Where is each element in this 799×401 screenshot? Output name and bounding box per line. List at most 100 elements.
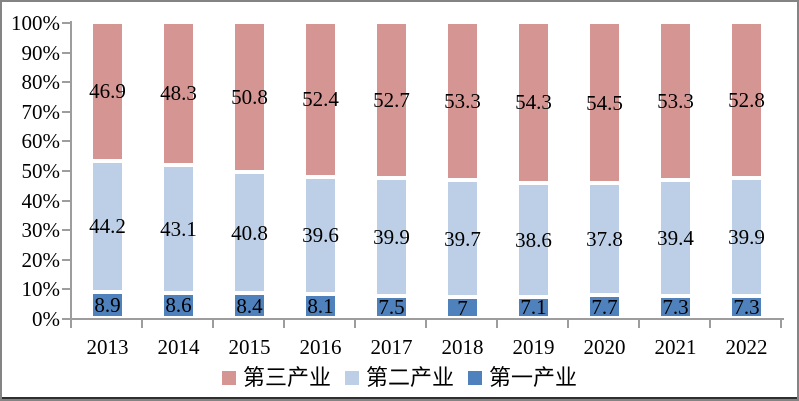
data-label: 39.9 — [373, 224, 410, 249]
y-axis-label: 60% — [21, 129, 61, 154]
x-axis-label: 2021 — [654, 335, 697, 359]
data-label: 53.3 — [444, 88, 481, 113]
bar-segment — [446, 297, 479, 318]
y-axis-label: 50% — [21, 159, 61, 183]
legend-swatch-icon — [344, 371, 359, 385]
data-label: 7.3 — [733, 295, 760, 320]
legend-swatch-icon — [468, 371, 482, 385]
x-axis-label: 2013 — [86, 335, 129, 359]
bar-segment — [233, 172, 266, 294]
data-label: 8.4 — [236, 293, 263, 318]
data-label: 7.5 — [378, 294, 405, 319]
legend-label: 第二产业 — [365, 365, 454, 390]
data-label: 39.6 — [302, 223, 339, 248]
y-axis-tick — [62, 81, 70, 84]
y-axis-label: 30% — [21, 218, 61, 243]
legend-label: 第一产业 — [489, 365, 578, 390]
y-axis-label: 0% — [32, 307, 60, 331]
legend-item: 第一产业 — [468, 366, 577, 390]
bar-segment — [162, 22, 195, 165]
y-axis-label: 40% — [21, 188, 61, 213]
data-label: 52.4 — [302, 87, 339, 112]
x-axis-tick — [709, 320, 711, 328]
y-axis-label: 90% — [21, 40, 61, 65]
y-axis-tick — [62, 140, 70, 143]
x-axis-tick — [425, 320, 427, 328]
y-axis-tick — [62, 258, 70, 261]
data-label: 38.6 — [515, 227, 552, 252]
bar-segment — [730, 178, 763, 297]
bar-segment — [659, 22, 692, 180]
data-label: 43.1 — [160, 216, 197, 241]
data-label: 40.8 — [231, 220, 268, 245]
data-label: 7.1 — [520, 295, 547, 320]
bar-segment — [588, 22, 621, 184]
bar-segment — [446, 22, 479, 180]
legend-item: 第二产业 — [344, 365, 454, 390]
y-axis-tick — [62, 22, 70, 24]
bar-segment — [233, 22, 266, 173]
data-label: 7 — [457, 295, 468, 320]
bar-segment — [588, 295, 621, 318]
bar-segment — [91, 160, 124, 292]
data-label: 53.3 — [657, 88, 694, 113]
data-label: 39.9 — [728, 225, 765, 250]
bar-segment — [517, 296, 550, 318]
y-axis-label: 80% — [21, 70, 61, 95]
bar-segment — [162, 292, 195, 318]
bar-segment — [91, 291, 124, 318]
x-axis-tick — [141, 320, 143, 328]
data-label: 7.7 — [591, 294, 618, 319]
legend-swatch-icon — [221, 371, 236, 385]
x-axis-tick — [354, 320, 356, 328]
data-label: 8.9 — [94, 292, 121, 317]
data-label: 37.8 — [586, 227, 623, 252]
bar-segment — [730, 296, 763, 318]
x-axis-line — [70, 318, 784, 320]
y-axis-label: 10% — [21, 277, 61, 302]
data-label: 39.7 — [444, 226, 481, 251]
data-label: 7.3 — [662, 295, 689, 320]
x-axis-tick — [212, 320, 214, 328]
y-axis-tick — [62, 288, 70, 291]
x-axis-label: 2022 — [725, 335, 768, 359]
bar-segment — [588, 183, 621, 296]
data-label: 54.3 — [515, 90, 552, 115]
bar-segment — [162, 164, 195, 293]
bar-segment — [91, 22, 124, 161]
data-label: 44.2 — [89, 214, 126, 239]
x-axis-label: 2017 — [370, 335, 413, 359]
x-axis-label: 2014 — [157, 335, 200, 359]
x-axis-label: 2016 — [299, 335, 342, 359]
legend-label: 第三产业 — [242, 365, 331, 390]
x-axis-label: 2019 — [512, 335, 555, 359]
y-axis-tick — [62, 51, 70, 54]
bar-segment — [304, 22, 337, 177]
bar-segment — [659, 296, 692, 318]
y-axis-tick — [62, 318, 70, 320]
bar-segment — [375, 22, 408, 178]
y-axis-label: 20% — [21, 247, 61, 272]
bar-segment — [375, 295, 408, 318]
bar-segment — [659, 179, 692, 297]
x-axis-label: 2020 — [583, 335, 626, 359]
bar-segment — [375, 177, 408, 296]
bar-segment — [517, 22, 550, 183]
legend: 第三产业 第二产业 第一产业 — [2, 366, 797, 390]
y-axis-tick — [62, 199, 70, 202]
data-label: 52.7 — [373, 87, 410, 112]
data-label: 50.8 — [231, 85, 268, 110]
data-label: 46.9 — [89, 79, 126, 104]
x-axis-tick — [70, 320, 72, 328]
data-label: 48.3 — [160, 81, 197, 106]
x-axis-label: 2018 — [441, 335, 484, 359]
data-label: 8.6 — [165, 293, 192, 318]
y-axis-label: 100% — [11, 11, 60, 35]
y-axis-tick — [62, 229, 70, 232]
bar-segment — [304, 176, 337, 295]
bar-segment — [730, 22, 763, 179]
bar-segment — [446, 179, 479, 298]
y-axis-tick — [62, 110, 70, 113]
data-label: 54.5 — [586, 90, 623, 115]
